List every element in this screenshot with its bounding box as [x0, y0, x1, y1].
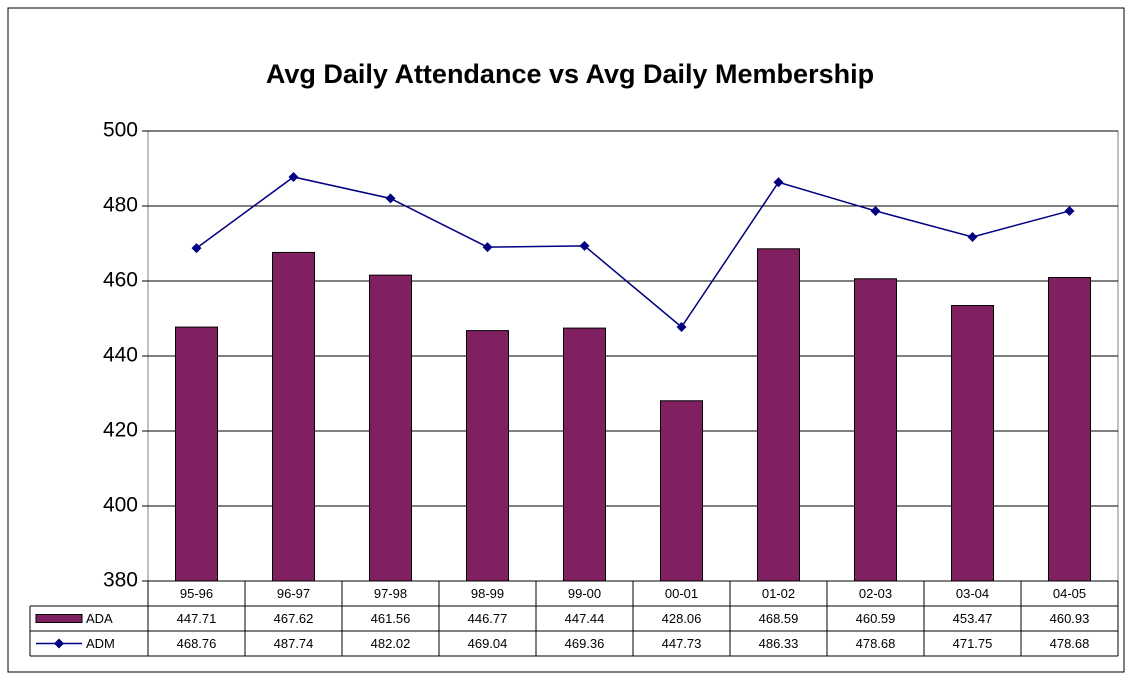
bar [272, 251, 315, 582]
table-value: 446.77 [468, 611, 508, 626]
table-value: 487.74 [274, 636, 314, 651]
x-tick-label: 99-00 [568, 586, 601, 601]
bar [1048, 277, 1091, 582]
bar [175, 326, 218, 582]
x-tick-label: 00-01 [665, 586, 698, 601]
y-tick-label: 440 [103, 344, 138, 367]
legend-swatch [35, 614, 83, 623]
table-value: 486.33 [759, 636, 799, 651]
bar [757, 248, 800, 582]
table-value: 469.04 [468, 636, 508, 651]
table-value: 468.59 [759, 611, 799, 626]
table-value: 447.73 [662, 636, 702, 651]
line-marker [676, 322, 687, 333]
table-value: 460.93 [1050, 611, 1090, 626]
x-tick-label: 96-97 [277, 586, 310, 601]
table-value: 447.44 [565, 611, 605, 626]
bar [951, 304, 994, 582]
line-marker [773, 177, 784, 188]
table-value: 468.76 [177, 636, 217, 651]
bar [854, 278, 897, 582]
y-tick-label: 500 [103, 119, 138, 142]
table-value: 471.75 [953, 636, 993, 651]
x-tick-label: 97-98 [374, 586, 407, 601]
table-value: 467.62 [274, 611, 314, 626]
line-marker [385, 193, 396, 204]
bar [563, 327, 606, 582]
line-marker [1064, 205, 1075, 216]
line-marker [870, 205, 881, 216]
bar [660, 400, 703, 582]
y-tick-label: 460 [103, 269, 138, 292]
table-value: 482.02 [371, 636, 411, 651]
y-tick-label: 480 [103, 194, 138, 217]
x-tick-label: 04-05 [1053, 586, 1086, 601]
y-tick-label: 420 [103, 419, 138, 442]
x-tick-label: 95-96 [180, 586, 213, 601]
line-marker [191, 243, 202, 254]
line-marker [579, 240, 590, 251]
table-value: 461.56 [371, 611, 411, 626]
table-value: 469.36 [565, 636, 605, 651]
table-value: 428.06 [662, 611, 702, 626]
table-value: 453.47 [953, 611, 993, 626]
x-tick-label: 01-02 [762, 586, 795, 601]
x-tick-label: 02-03 [859, 586, 892, 601]
table-value: 447.71 [177, 611, 217, 626]
legend-marker [54, 638, 64, 649]
y-tick-label: 380 [103, 569, 138, 592]
legend-label: ADA [86, 611, 113, 626]
bar [369, 274, 412, 582]
x-tick-label: 98-99 [471, 586, 504, 601]
table-value: 460.59 [856, 611, 896, 626]
x-tick-label: 03-04 [956, 586, 989, 601]
y-tick-label: 400 [103, 494, 138, 517]
line [196, 176, 1070, 329]
chart-title: Avg Daily Attendance vs Avg Daily Member… [266, 59, 874, 89]
table-value: 478.68 [1050, 636, 1090, 651]
line-marker [482, 242, 493, 253]
line-marker [288, 171, 299, 182]
line-marker [967, 231, 978, 242]
legend-label: ADM [86, 636, 115, 651]
table-value: 478.68 [856, 636, 896, 651]
bar [466, 330, 509, 582]
